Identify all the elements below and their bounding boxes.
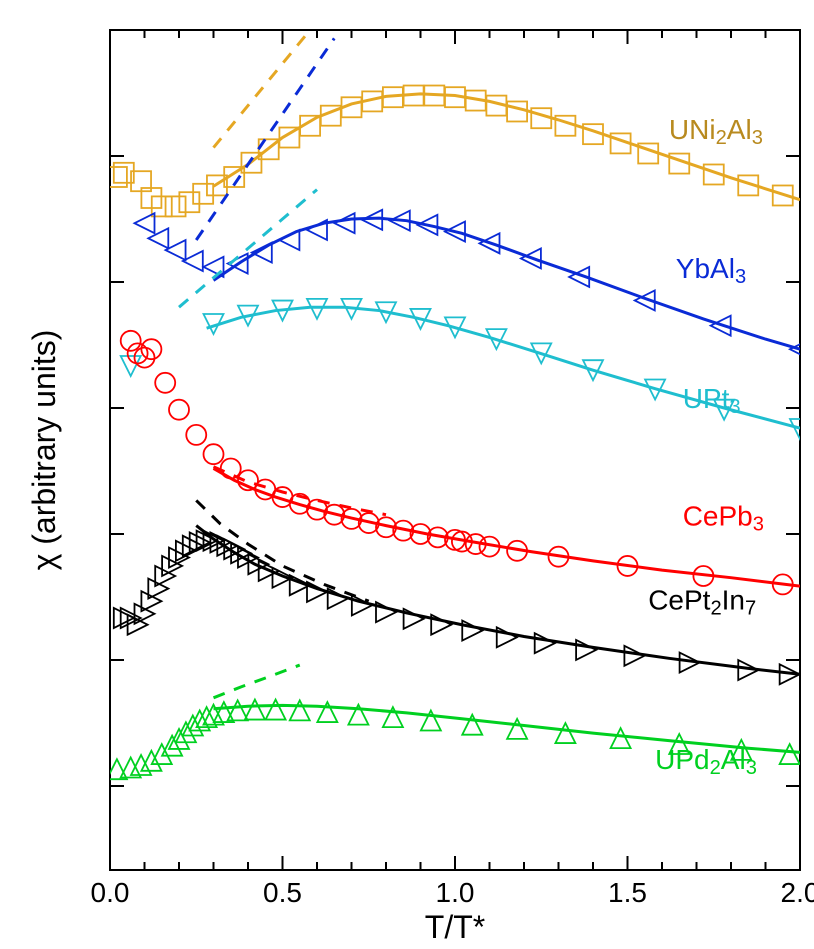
series-label: UPd2Al3 [655,744,757,779]
svg-text:χ (arbitrary units): χ (arbitrary units) [26,330,62,571]
series-label: CePb3 [683,501,764,536]
svg-text:0.0: 0.0 [91,877,130,908]
series-label: UNi2Al3 [669,114,763,149]
series-label: UPt3 [683,383,741,418]
series-label: YbAl3 [676,253,746,288]
susceptibility-chart: 0.0 0.5 1.0 1.5 2.0 T/T* χ (arbitrary units) UN… [0,0,814,949]
svg-text:0.5: 0.5 [263,877,302,908]
series-label: CePt2In7 [648,585,756,620]
svg-text:2.0: 2.0 [781,877,814,908]
svg-text:1.0: 1.0 [436,877,475,908]
svg-text:T/T*: T/T* [425,909,485,945]
svg-text:1.5: 1.5 [608,877,647,908]
